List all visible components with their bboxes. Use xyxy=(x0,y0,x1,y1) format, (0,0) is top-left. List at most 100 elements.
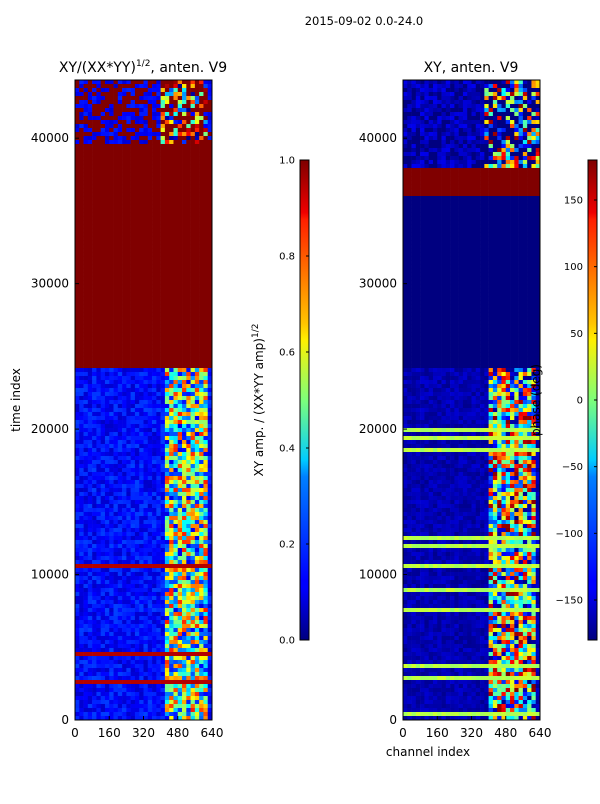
heatmap-cell xyxy=(126,148,131,153)
heatmap-cell xyxy=(143,104,149,109)
heatmap-cell xyxy=(186,340,191,345)
heatmap-cell xyxy=(156,504,161,509)
heatmap-cell xyxy=(96,428,101,433)
heatmap-cell xyxy=(173,408,179,413)
heatmap-cell xyxy=(199,560,204,565)
heatmap-cell xyxy=(186,212,191,217)
heatmap-cell xyxy=(169,400,174,405)
heatmap-cell xyxy=(134,692,140,697)
heatmap-cell xyxy=(177,84,183,89)
heatmap-cell xyxy=(79,332,84,337)
heatmap-cell xyxy=(207,196,213,201)
heatmap-cell xyxy=(143,464,149,469)
heatmap-cell xyxy=(164,628,170,633)
heatmap-cell xyxy=(169,276,174,281)
heatmap-cell xyxy=(109,268,114,273)
heatmap-cell xyxy=(96,508,101,513)
heatmap-cell xyxy=(122,616,127,621)
heatmap-cell xyxy=(177,532,183,537)
heatmap-cell xyxy=(152,268,157,273)
heatmap-cell xyxy=(182,352,187,357)
heatmap-cell xyxy=(186,232,191,237)
heatmap-cell xyxy=(186,468,191,473)
heatmap-cell xyxy=(177,212,183,217)
heatmap-cell xyxy=(156,136,161,141)
heatmap-cell xyxy=(130,576,136,581)
heatmap-cell xyxy=(152,300,157,305)
heatmap-cell xyxy=(152,120,157,125)
heatmap-cell xyxy=(87,276,93,281)
heatmap-cell xyxy=(143,400,149,405)
heatmap-cell xyxy=(203,296,209,301)
heatmap-cell xyxy=(147,348,153,353)
heatmap-cell xyxy=(139,84,144,89)
heatmap-cell xyxy=(160,360,166,365)
heatmap-cell xyxy=(109,620,114,625)
heatmap-cell xyxy=(169,620,174,625)
heatmap-cell xyxy=(75,668,80,673)
heatmap-cell xyxy=(104,548,110,553)
heatmap-cell xyxy=(169,104,174,109)
heatmap-cell xyxy=(96,152,101,157)
heatmap-cell xyxy=(182,372,187,377)
heatmap-cell xyxy=(134,292,140,297)
heatmap-cell xyxy=(182,420,187,425)
heatmap-cell xyxy=(164,316,170,321)
heatmap-cell xyxy=(113,488,119,493)
heatmap-cell xyxy=(156,600,161,605)
heatmap-cell xyxy=(87,540,93,545)
heatmap-cell xyxy=(117,632,123,637)
heatmap-cell xyxy=(194,388,200,393)
heatmap-cell xyxy=(173,152,179,157)
heatmap-cell xyxy=(79,132,84,137)
heatmap-cell xyxy=(143,148,149,153)
heatmap-cell xyxy=(139,636,144,641)
heatmap-cell xyxy=(126,188,131,193)
heatmap-cell xyxy=(203,412,209,417)
heatmap-cell xyxy=(164,300,170,305)
heatmap-cell xyxy=(186,132,191,137)
heatmap-cell xyxy=(182,92,187,97)
heatmap-cell xyxy=(139,572,144,577)
heatmap-cell xyxy=(126,248,131,253)
heatmap-cell xyxy=(92,92,97,97)
heatmap-cell xyxy=(203,200,209,205)
heatmap-cell xyxy=(117,400,123,405)
heatmap-cell xyxy=(152,500,157,505)
heatmap-cell xyxy=(96,604,101,609)
heatmap-cell xyxy=(100,168,106,173)
heatmap-cell xyxy=(160,544,166,549)
heatmap-cell xyxy=(126,640,131,645)
heatmap-cell xyxy=(190,308,196,313)
heatmap-cell xyxy=(207,448,213,453)
heatmap-cell xyxy=(130,276,136,281)
heatmap-cell xyxy=(75,408,80,413)
heatmap-cell xyxy=(134,636,140,641)
heatmap-cell xyxy=(190,316,196,321)
heatmap-cell xyxy=(92,132,97,137)
heatmap-cell xyxy=(113,672,119,677)
heatmap-cell xyxy=(186,424,191,429)
heatmap-cell xyxy=(207,496,213,501)
heatmap-cell xyxy=(190,456,196,461)
heatmap-cell xyxy=(104,188,110,193)
heatmap-cell xyxy=(122,464,127,469)
heatmap-cell xyxy=(122,80,127,85)
heatmap-cell xyxy=(186,492,191,497)
heatmap-cell xyxy=(113,264,119,269)
heatmap-cell xyxy=(199,452,204,457)
heatmap-cell xyxy=(164,496,170,501)
heatmap-cell xyxy=(130,496,136,501)
heatmap-cell xyxy=(173,184,179,189)
heatmap-cell xyxy=(122,632,127,637)
heatmap-cell xyxy=(109,300,114,305)
heatmap-cell xyxy=(190,700,196,705)
heatmap-cell xyxy=(207,608,213,613)
heatmap-cell xyxy=(199,664,204,669)
heatmap-cell xyxy=(143,436,149,441)
heatmap-cell xyxy=(143,236,149,241)
heatmap-cell xyxy=(134,536,140,541)
heatmap-cell xyxy=(143,376,149,381)
heatmap-cell xyxy=(152,344,157,349)
heatmap-cell xyxy=(109,280,114,285)
